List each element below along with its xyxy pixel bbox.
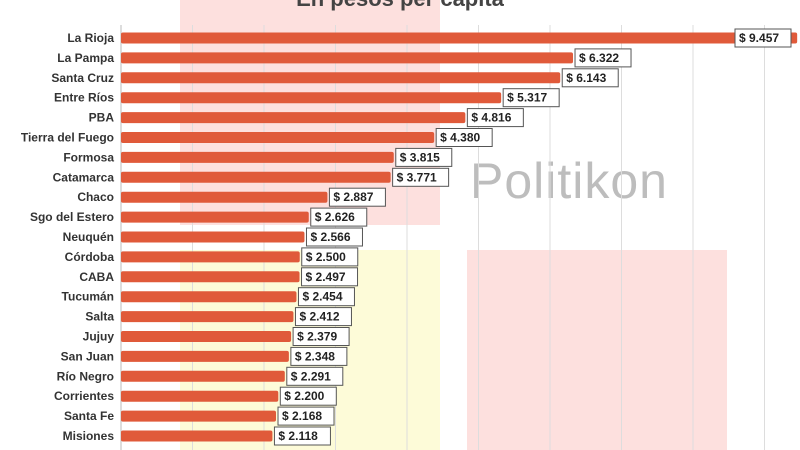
data-label: $ 2.626 [315, 210, 355, 224]
data-label-box [574, 48, 632, 68]
data-label-box [290, 346, 348, 366]
bar [121, 251, 300, 263]
data-label-box [392, 167, 450, 187]
category-label: Tucumán [62, 290, 114, 304]
bar [121, 132, 435, 143]
bar [121, 410, 277, 422]
data-label-box [305, 227, 363, 247]
data-label: $ 2.118 [278, 429, 318, 443]
category-label: PBA [89, 111, 115, 125]
category-label: Formosa [63, 150, 114, 164]
data-label-box [294, 307, 352, 327]
data-label: $ 2.497 [306, 270, 346, 284]
data-label: $ 2.348 [295, 349, 335, 363]
data-label: $ 5.317 [507, 91, 547, 105]
watermark-pink-block-right [467, 250, 727, 450]
data-label-box [277, 406, 335, 426]
bar [121, 171, 391, 183]
data-label: $ 6.322 [579, 51, 619, 65]
data-label: $ 6.143 [566, 71, 606, 85]
bar [121, 151, 394, 163]
category-label: CABA [79, 270, 114, 284]
data-label-box [435, 128, 493, 147]
data-label: $ 2.500 [306, 250, 346, 264]
bar [121, 211, 309, 223]
data-label: $ 9.457 [739, 31, 779, 45]
data-label-box [301, 247, 359, 267]
category-label: Entre Ríos [54, 91, 114, 105]
category-label: Jujuy [83, 330, 115, 344]
category-label: Neuquén [63, 230, 114, 244]
category-label: La Pampa [57, 51, 114, 65]
bar [121, 92, 502, 104]
watermark-text: Politikon [470, 153, 668, 209]
category-label: Santa Fe [64, 409, 114, 423]
category-label: Salta [85, 310, 114, 324]
data-label-box [292, 327, 350, 346]
category-label: Sgo del Estero [30, 210, 114, 224]
data-label: $ 3.815 [400, 150, 440, 164]
bar [121, 72, 561, 84]
data-label: $ 2.379 [297, 330, 337, 344]
data-label: $ 2.566 [310, 230, 350, 244]
data-label: $ 3.771 [397, 170, 437, 184]
data-label: $ 4.380 [440, 131, 480, 145]
category-label: Catamarca [53, 170, 115, 184]
data-label-box [297, 287, 355, 307]
category-label: Río Negro [57, 369, 114, 383]
chart-title: En pesos per capita [0, 0, 800, 12]
bar [121, 231, 305, 243]
data-label-box [301, 267, 359, 287]
data-label-box [466, 108, 524, 128]
bar [121, 430, 273, 442]
data-label: $ 2.412 [299, 310, 339, 324]
category-label: Córdoba [65, 250, 115, 264]
data-label: $ 2.454 [302, 290, 342, 304]
data-label-box [502, 88, 560, 108]
data-label-box [286, 366, 344, 386]
bar [121, 32, 798, 44]
bar [121, 370, 285, 382]
data-label: $ 2.168 [282, 409, 322, 423]
data-label-box [395, 147, 453, 167]
data-label: $ 4.816 [471, 111, 511, 125]
data-label: $ 2.200 [284, 389, 324, 403]
bar [121, 350, 289, 362]
data-label-box [273, 426, 331, 446]
category-label: Tierra del Fuego [21, 131, 114, 145]
bar [121, 311, 294, 323]
data-label: $ 2.291 [291, 369, 331, 383]
category-label: Corrientes [54, 389, 114, 403]
data-label-box [279, 386, 337, 406]
bar [121, 112, 466, 124]
bar [121, 390, 279, 402]
data-label-box [310, 207, 368, 227]
bar [121, 331, 292, 342]
bar [121, 191, 328, 203]
bar [121, 271, 300, 283]
category-label: Santa Cruz [51, 71, 114, 85]
data-label-box [561, 68, 619, 88]
category-label: La Rioja [67, 31, 114, 45]
category-label: Misiones [63, 429, 115, 443]
category-label: San Juan [61, 349, 114, 363]
category-label: Chaco [77, 190, 114, 204]
bar [121, 291, 297, 303]
data-label: $ 2.887 [333, 190, 373, 204]
bar [121, 52, 574, 64]
data-label-box [328, 187, 386, 207]
data-label-box [734, 28, 792, 48]
